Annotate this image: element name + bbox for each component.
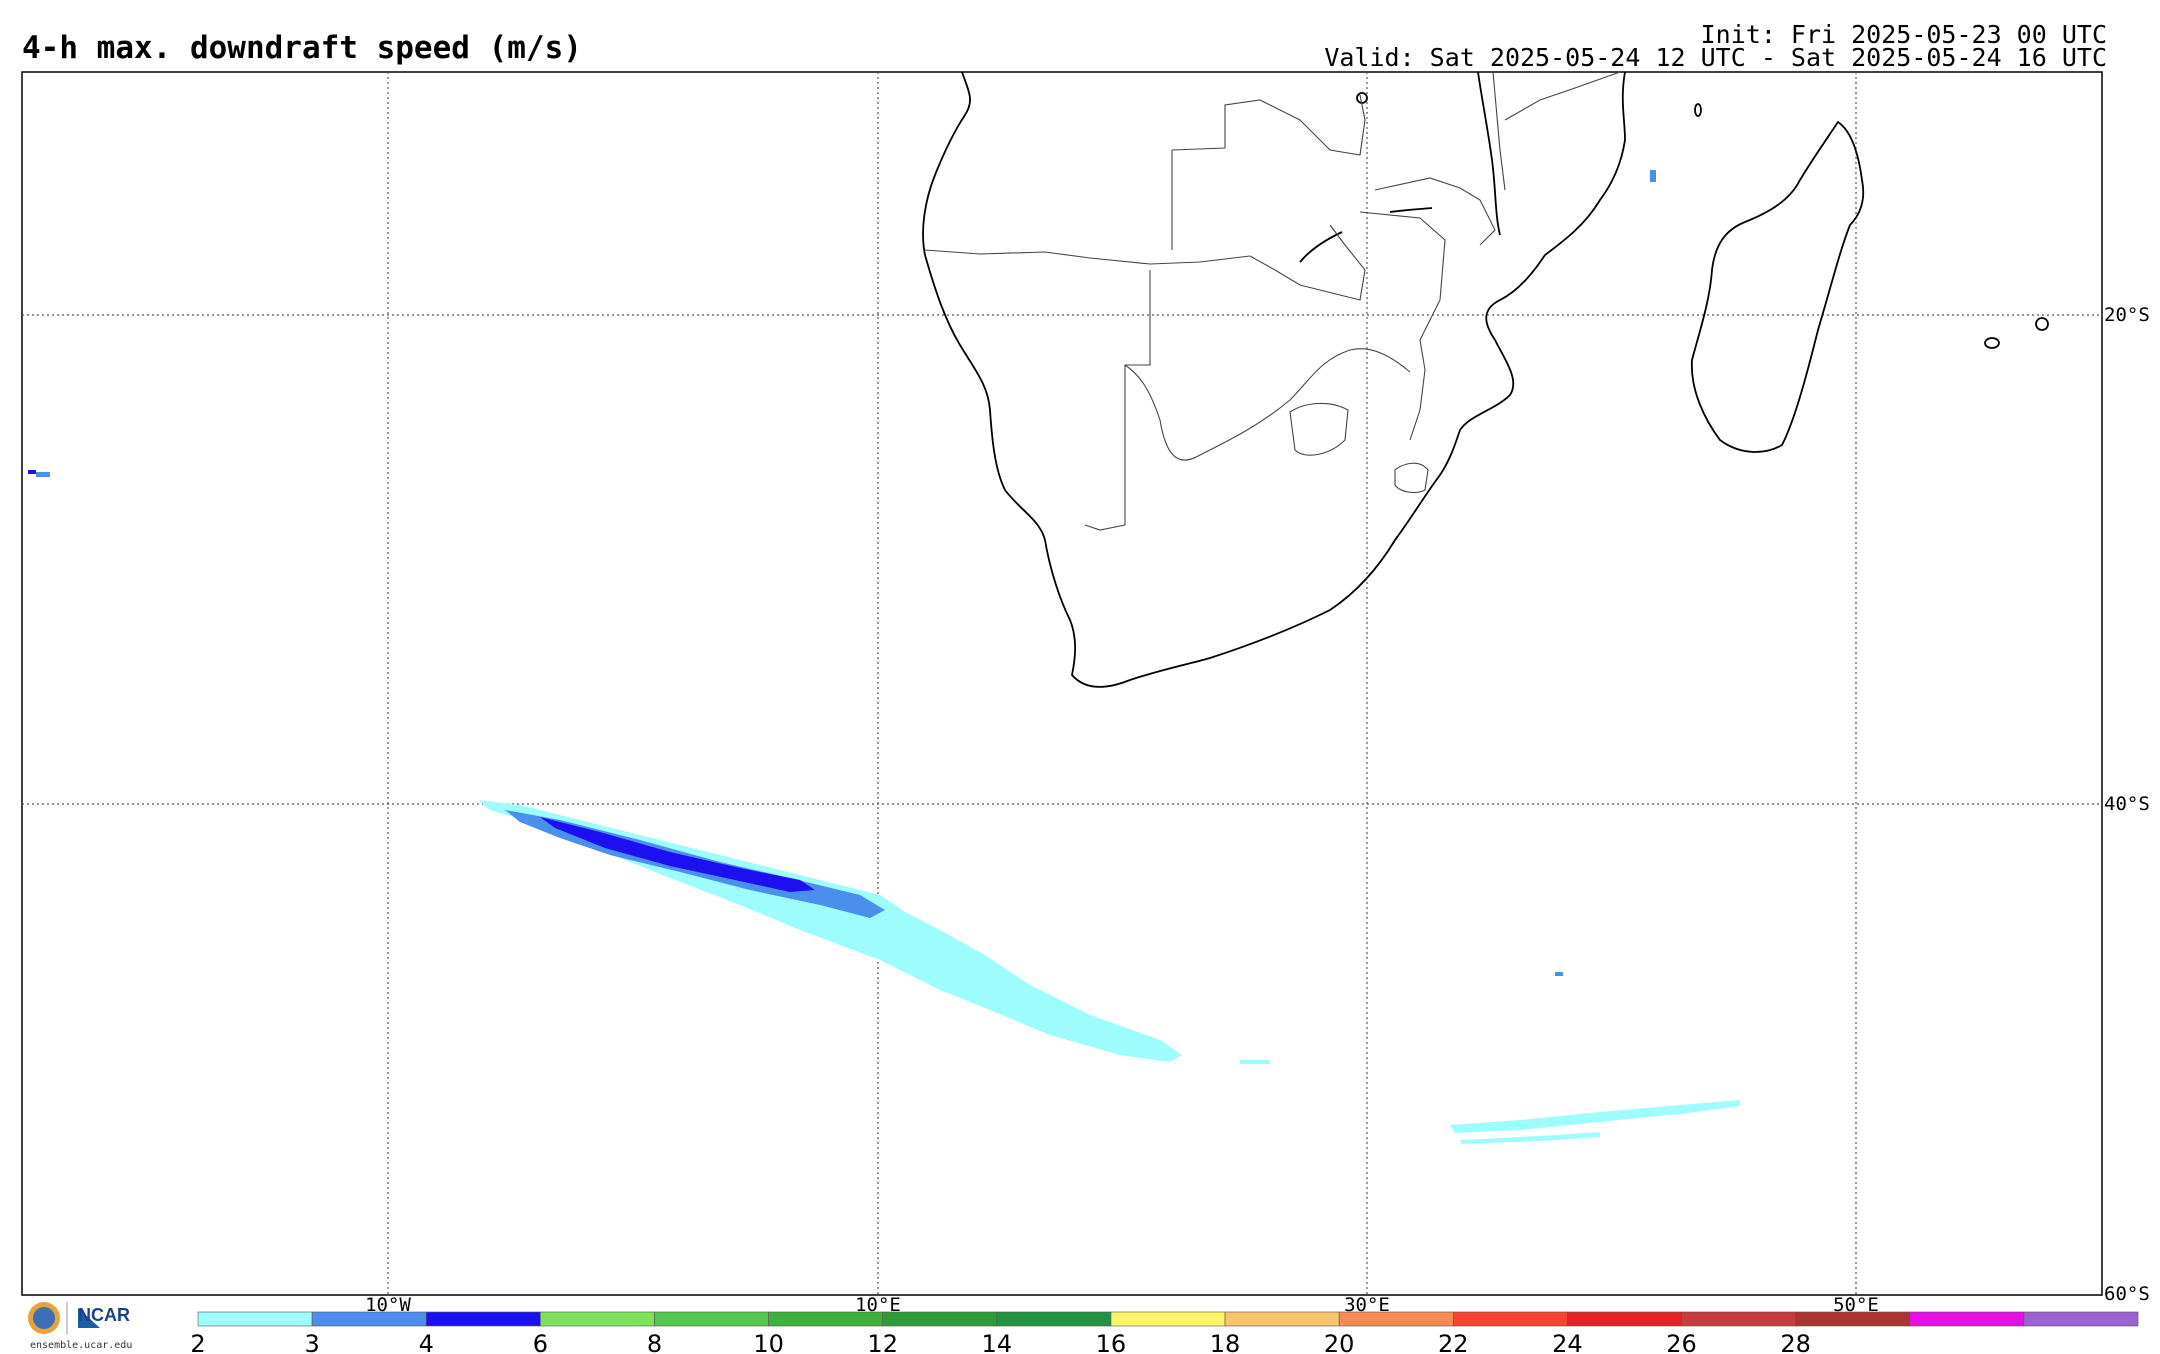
colorbar-tick-label: 6 bbox=[533, 1330, 548, 1354]
colorbar-swatch bbox=[1452, 1311, 1568, 1327]
lake-malawi-outline bbox=[1477, 71, 1501, 236]
colorbar-tick-label: 8 bbox=[647, 1330, 662, 1354]
nsf-ncar-logo bbox=[28, 1302, 100, 1334]
colorbar-tick-label: 26 bbox=[1666, 1330, 1697, 1354]
colorbar-tick-label: 2 bbox=[190, 1330, 205, 1354]
swath-south bbox=[1450, 1100, 1740, 1133]
colorbar-swatch bbox=[1681, 1311, 1796, 1327]
ncar-wordmark: NCAR bbox=[78, 1305, 130, 1325]
reunion-outline bbox=[2035, 317, 2049, 331]
africa-coastline bbox=[922, 71, 1626, 688]
lon-label-10e: 10°E bbox=[855, 1294, 901, 1316]
ncar-triangle-icon bbox=[78, 1308, 100, 1328]
lon-label-50e: 50°E bbox=[1833, 1294, 1879, 1316]
colorbar-swatch bbox=[1338, 1311, 1454, 1327]
border-zambia-south bbox=[1249, 224, 1366, 301]
comoros-outline bbox=[1694, 103, 1702, 117]
colorbar-swatch bbox=[1110, 1311, 1226, 1327]
swath-south-2 bbox=[1460, 1132, 1600, 1144]
colorbar-swatch bbox=[311, 1311, 427, 1327]
colorbar-tick-label: 20 bbox=[1324, 1330, 1355, 1354]
colorbar-swatch bbox=[1224, 1311, 1340, 1327]
valid-time: Valid: Sat 2025-05-24 12 UTC - Sat 2025-… bbox=[1324, 43, 2107, 72]
colorbar-tick-label: 14 bbox=[982, 1330, 1013, 1354]
init-time: Init: Fri 2025-05-23 00 UTC bbox=[1700, 20, 2107, 49]
colorbar-tick-label: 10 bbox=[753, 1330, 784, 1354]
colorbar-swatch bbox=[882, 1311, 998, 1327]
madagascar-coastline bbox=[1690, 120, 1865, 453]
lat-label-40s: 40°S bbox=[2104, 793, 2150, 815]
colorbar: 2 3 4 6 8 10 12 14 16 18 20 22 24 26 28 bbox=[190, 1311, 2139, 1354]
colorbar-tick-label: 18 bbox=[1210, 1330, 1241, 1354]
graticule bbox=[22, 72, 2102, 1295]
lake-kariba-outline bbox=[1299, 231, 1343, 263]
border-tanzania bbox=[1492, 71, 1621, 191]
lake-cahora-outline bbox=[1389, 207, 1433, 213]
colorbar-swatch bbox=[2023, 1311, 2139, 1327]
border-mozambique-west bbox=[1359, 211, 1446, 441]
border-mozambique-north bbox=[1374, 177, 1496, 246]
border-angola-south bbox=[924, 249, 1251, 265]
logo-url: ensemble.ucar.edu bbox=[30, 1340, 133, 1351]
colorbar-swatch bbox=[425, 1311, 541, 1327]
colorbar-swatch bbox=[1567, 1311, 1682, 1327]
colorbar-swatch bbox=[996, 1311, 1112, 1327]
speck-madagascar bbox=[1650, 170, 1656, 182]
colorbar-swatch bbox=[1909, 1311, 2025, 1327]
colorbar-swatch bbox=[768, 1311, 884, 1327]
country-borders bbox=[924, 71, 1621, 531]
colorbar-tick-label: 24 bbox=[1552, 1330, 1583, 1354]
colorbar-tick-label: 22 bbox=[1438, 1330, 1469, 1354]
colorbar-swatch bbox=[1795, 1311, 1911, 1327]
border-botswana-south bbox=[1124, 348, 1411, 461]
eswatini-outline bbox=[1394, 462, 1429, 494]
lat-label-60s: 60°S bbox=[2104, 1283, 2150, 1305]
colorbar-swatch bbox=[654, 1311, 769, 1327]
colorbar-swatch bbox=[540, 1311, 655, 1327]
colorbar-tick-label: 12 bbox=[867, 1330, 898, 1354]
border-orange-river bbox=[1084, 524, 1126, 531]
swath-level-4 bbox=[540, 817, 815, 892]
border-namibia-east bbox=[1124, 270, 1151, 525]
lon-label-30e: 30°E bbox=[1344, 1294, 1390, 1316]
speck-mid bbox=[1555, 972, 1563, 976]
mauritius-outline bbox=[1984, 337, 2000, 349]
colorbar-tick-label: 4 bbox=[419, 1330, 434, 1354]
lesotho-outline bbox=[1289, 402, 1349, 456]
speck-west-2 bbox=[36, 472, 50, 477]
colorbar-tick-label: 28 bbox=[1780, 1330, 1811, 1354]
colorbar-swatch bbox=[197, 1311, 313, 1327]
lat-label-20s: 20°S bbox=[2104, 304, 2150, 326]
downdraft-field bbox=[28, 170, 1740, 1144]
coastlines bbox=[922, 71, 2049, 688]
map-title: 4-h max. downdraft speed (m/s) bbox=[22, 30, 582, 66]
speck-west bbox=[28, 470, 36, 474]
border-zambia-north bbox=[1171, 94, 1366, 250]
map-frame bbox=[21, 71, 2103, 1296]
speck-mid-2 bbox=[1240, 1060, 1270, 1064]
lon-label-10w: 10°W bbox=[365, 1294, 411, 1316]
colorbar-tick-label: 3 bbox=[304, 1330, 319, 1354]
colorbar-tick-label: 16 bbox=[1096, 1330, 1127, 1354]
